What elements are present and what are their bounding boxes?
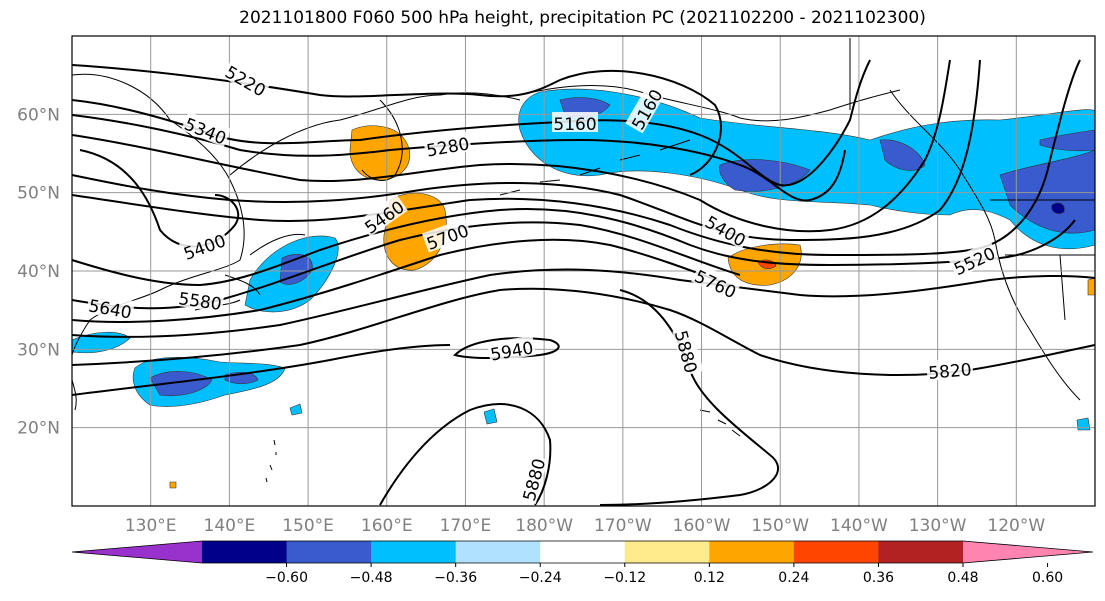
contour-5700 (71, 238, 731, 323)
colorbar-tick-label: 0.12 (694, 570, 725, 586)
coast-alaska (519, 85, 901, 122)
contour-5220 (71, 64, 561, 98)
precip-positive-small (169, 277, 1096, 489)
lat-tick-label: 40°N (17, 262, 60, 282)
colorbar-segment (286, 541, 372, 563)
colorbar-extend-high (963, 541, 1093, 563)
lon-tick-label: 130°E (125, 516, 177, 536)
lon-tick-label: 150°W (751, 516, 809, 536)
lat-tick-label: 50°N (17, 184, 60, 204)
lat-tick-label: 60°N (17, 105, 60, 125)
coast-na-west (889, 89, 1081, 401)
precip-negative-dark (1051, 202, 1065, 214)
colorbar-segment (455, 541, 541, 563)
colorbar-outline (71, 540, 1094, 564)
lat-tick-label: 20°N (17, 419, 60, 439)
map-frame (71, 35, 1096, 507)
lon-tick-label: 150°E (282, 516, 334, 536)
contour-5880-south (379, 403, 552, 506)
colorbar-tick-label: 0.48 (947, 570, 978, 586)
lon-tick-label: 160°W (673, 516, 731, 536)
colorbar-segment (540, 541, 626, 563)
colorbar-segment (202, 541, 288, 563)
coast-asia (71, 73, 245, 356)
contour-label: 5820 (928, 360, 973, 384)
lon-tick-label: 130°W (909, 516, 967, 536)
contour-label: 5880 (670, 329, 701, 376)
colorbar-extend-low (72, 541, 202, 563)
lon-tick-label: 140°E (204, 516, 256, 536)
lon-tick-label: 140°W (830, 516, 888, 536)
lon-axis: 130°E 140°E 150°E 160°E 170°E 180°W 170°W 160°W… (125, 516, 1046, 536)
coast-na-borders (849, 38, 1095, 321)
lon-tick-label: 160°E (361, 516, 413, 536)
colorbar-tick-label: −0.24 (519, 570, 562, 586)
contour-5280 (71, 114, 846, 202)
contour-5760 (71, 268, 1096, 338)
lat-tick-label: 30°N (17, 340, 60, 360)
colorbar-segment (709, 541, 795, 563)
colorbar-segment (878, 541, 964, 563)
colorbar-segment (371, 541, 457, 563)
colorbar: −0.60 −0.48 −0.36 −0.24 −0.12 0.12 0.24 0.36 0.4… (71, 540, 1094, 586)
contour-5640 (71, 221, 741, 310)
colorbar-tick-label: 0.24 (778, 570, 809, 586)
contour-5880-low (71, 344, 451, 396)
colorbar-segment (793, 541, 879, 563)
coast-hawaii (699, 409, 741, 437)
lon-tick-label: 120°W (987, 516, 1045, 536)
lon-tick-label: 170°E (440, 516, 492, 536)
lon-tick-label: 170°W (594, 516, 652, 536)
lat-axis: 20°N 30°N 40°N 50°N 60°N (17, 105, 60, 438)
colorbar-tick-label: 0.36 (863, 570, 894, 586)
colorbar-tick-label: 0.60 (1032, 570, 1063, 586)
colorbar-segment (624, 541, 710, 563)
coast-islands (265, 439, 277, 483)
colorbar-tick-label: −0.36 (434, 570, 477, 586)
precipitation-shading (71, 88, 1096, 489)
contour-5520 (71, 59, 1081, 257)
colorbar-tick-label: −0.12 (603, 570, 646, 586)
precip-small-cells (289, 403, 1091, 431)
lon-tick-label: 180°W (515, 516, 573, 536)
contour-label: 5160 (553, 115, 596, 135)
chart-title: 2021101800 F060 500 hPa height, precipit… (239, 8, 926, 28)
contour-5460 (71, 59, 981, 242)
contour-5880-east (599, 289, 780, 506)
colorbar-tick-label: −0.60 (265, 570, 308, 586)
contour-5400 (71, 59, 951, 233)
precip-negative-south-mid (149, 371, 259, 397)
colorbar-tick-label: −0.48 (350, 570, 393, 586)
